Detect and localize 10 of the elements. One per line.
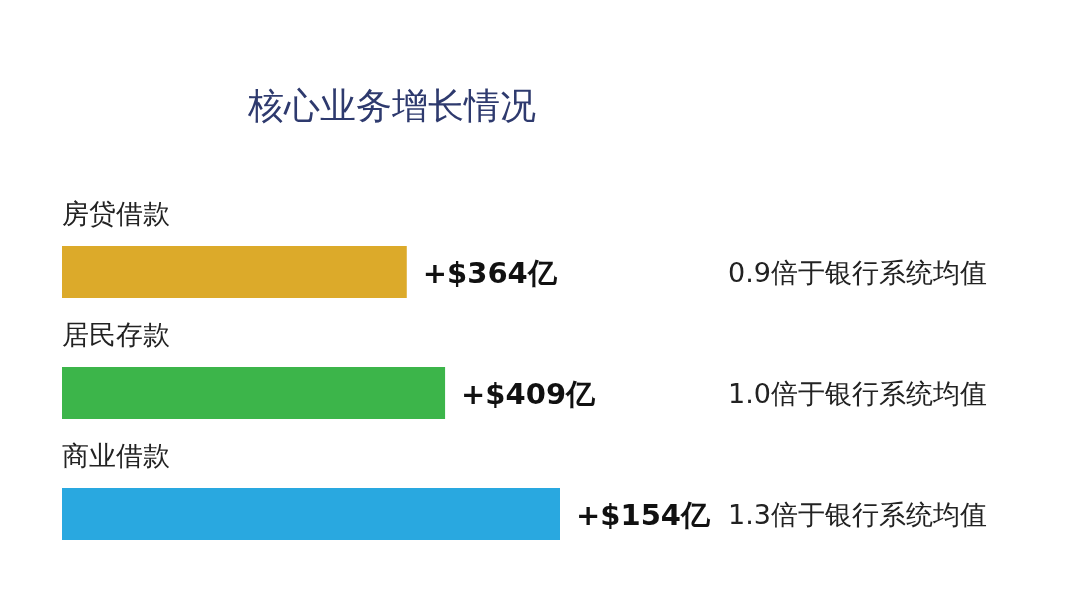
annotation: +$409亿 bbox=[461, 377, 597, 411]
y-tick-label: 居民存款 bbox=[62, 319, 170, 350]
data-label: 1.0倍于银行系统均值 bbox=[728, 378, 987, 409]
annotation: +$364亿 bbox=[422, 256, 558, 290]
chart-title: 核心业务增长情况 bbox=[247, 85, 536, 126]
text: +$154亿 bbox=[576, 498, 712, 532]
y-tick-label: 房贷借款 bbox=[62, 198, 170, 229]
y-tick-label: 商业借款 bbox=[62, 440, 170, 471]
data-label: 0.9倍于银行系统均值 bbox=[728, 257, 987, 288]
data-label: 1.3倍于银行系统均值 bbox=[728, 499, 987, 530]
